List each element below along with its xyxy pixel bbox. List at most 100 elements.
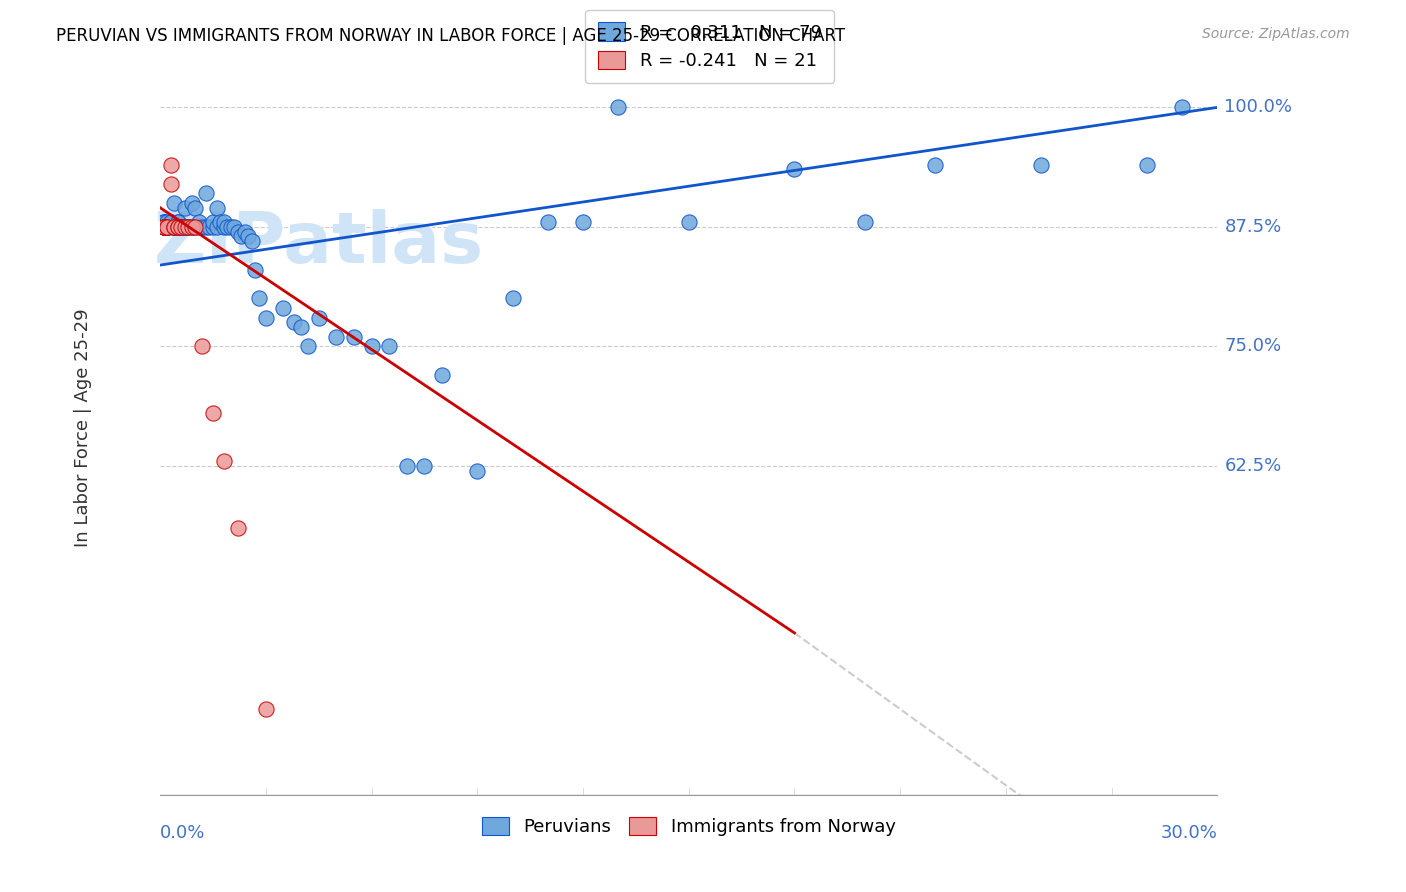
- Text: 0.0%: 0.0%: [160, 824, 205, 842]
- Text: 87.5%: 87.5%: [1225, 218, 1282, 235]
- Point: [163, 219, 186, 234]
- Point: [166, 219, 188, 234]
- Point: [184, 219, 207, 234]
- Point: [163, 219, 186, 234]
- Point: [156, 219, 179, 234]
- Point: [465, 463, 488, 477]
- Point: [159, 177, 181, 191]
- Point: [1136, 158, 1159, 172]
- Point: [678, 215, 700, 229]
- Point: [173, 219, 195, 234]
- Point: [166, 215, 188, 229]
- Point: [152, 219, 174, 234]
- Point: [187, 219, 209, 234]
- Point: [198, 219, 221, 234]
- Point: [283, 315, 305, 329]
- Point: [853, 215, 876, 229]
- Point: [233, 225, 256, 239]
- Point: [194, 186, 217, 201]
- Point: [152, 215, 174, 229]
- Point: [607, 100, 630, 114]
- Point: [194, 219, 217, 234]
- Point: [430, 368, 453, 382]
- Point: [152, 219, 174, 234]
- Point: [177, 219, 200, 234]
- Point: [217, 219, 239, 234]
- Point: [159, 215, 181, 229]
- Point: [166, 219, 188, 234]
- Point: [238, 229, 260, 244]
- Point: [290, 320, 312, 334]
- Point: [166, 219, 188, 234]
- Point: [184, 201, 207, 215]
- Point: [170, 219, 193, 234]
- Text: In Labor Force | Age 25-29: In Labor Force | Age 25-29: [73, 309, 91, 547]
- Text: 62.5%: 62.5%: [1225, 457, 1282, 475]
- Point: [245, 262, 267, 277]
- Point: [924, 158, 946, 172]
- Point: [156, 219, 179, 234]
- Point: [166, 215, 188, 229]
- Point: [240, 234, 263, 248]
- Point: [378, 339, 401, 353]
- Point: [226, 521, 249, 535]
- Point: [205, 219, 228, 234]
- Point: [177, 219, 200, 234]
- Point: [219, 219, 242, 234]
- Point: [413, 458, 436, 473]
- Point: [783, 162, 806, 177]
- Point: [152, 219, 174, 234]
- Point: [1171, 100, 1194, 114]
- Point: [254, 702, 277, 716]
- Legend: Peruvians, Immigrants from Norway: Peruvians, Immigrants from Norway: [472, 808, 904, 846]
- Point: [297, 339, 319, 353]
- Point: [163, 196, 186, 211]
- Point: [224, 219, 246, 234]
- Point: [191, 339, 214, 353]
- Point: [152, 215, 174, 229]
- Point: [254, 310, 277, 325]
- Point: [395, 458, 418, 473]
- Point: [1029, 158, 1052, 172]
- Point: [152, 215, 174, 229]
- Point: [156, 219, 179, 234]
- Point: [163, 219, 186, 234]
- Point: [572, 215, 595, 229]
- Point: [537, 215, 560, 229]
- Point: [152, 219, 174, 234]
- Point: [247, 292, 270, 306]
- Text: Source: ZipAtlas.com: Source: ZipAtlas.com: [1202, 27, 1350, 41]
- Point: [180, 219, 202, 234]
- Point: [212, 219, 235, 234]
- Point: [191, 219, 214, 234]
- Point: [152, 219, 174, 234]
- Point: [187, 215, 209, 229]
- Point: [180, 219, 202, 234]
- Point: [502, 292, 524, 306]
- Point: [360, 339, 382, 353]
- Point: [159, 219, 181, 234]
- Point: [201, 406, 224, 420]
- Point: [173, 201, 195, 215]
- Point: [177, 219, 200, 234]
- Text: 75.0%: 75.0%: [1225, 337, 1281, 355]
- Point: [231, 229, 253, 244]
- Point: [205, 201, 228, 215]
- Point: [156, 215, 179, 229]
- Point: [212, 215, 235, 229]
- Point: [152, 219, 174, 234]
- Point: [343, 329, 366, 343]
- Point: [201, 215, 224, 229]
- Point: [201, 219, 224, 234]
- Point: [173, 219, 195, 234]
- Point: [308, 310, 330, 325]
- Point: [170, 219, 193, 234]
- Point: [170, 219, 193, 234]
- Text: PERUVIAN VS IMMIGRANTS FROM NORWAY IN LABOR FORCE | AGE 25-29 CORRELATION CHART: PERUVIAN VS IMMIGRANTS FROM NORWAY IN LA…: [56, 27, 845, 45]
- Point: [166, 219, 188, 234]
- Text: ZIPatlas: ZIPatlas: [153, 209, 484, 278]
- Point: [212, 454, 235, 468]
- Text: 100.0%: 100.0%: [1225, 98, 1292, 116]
- Point: [173, 219, 195, 234]
- Point: [226, 225, 249, 239]
